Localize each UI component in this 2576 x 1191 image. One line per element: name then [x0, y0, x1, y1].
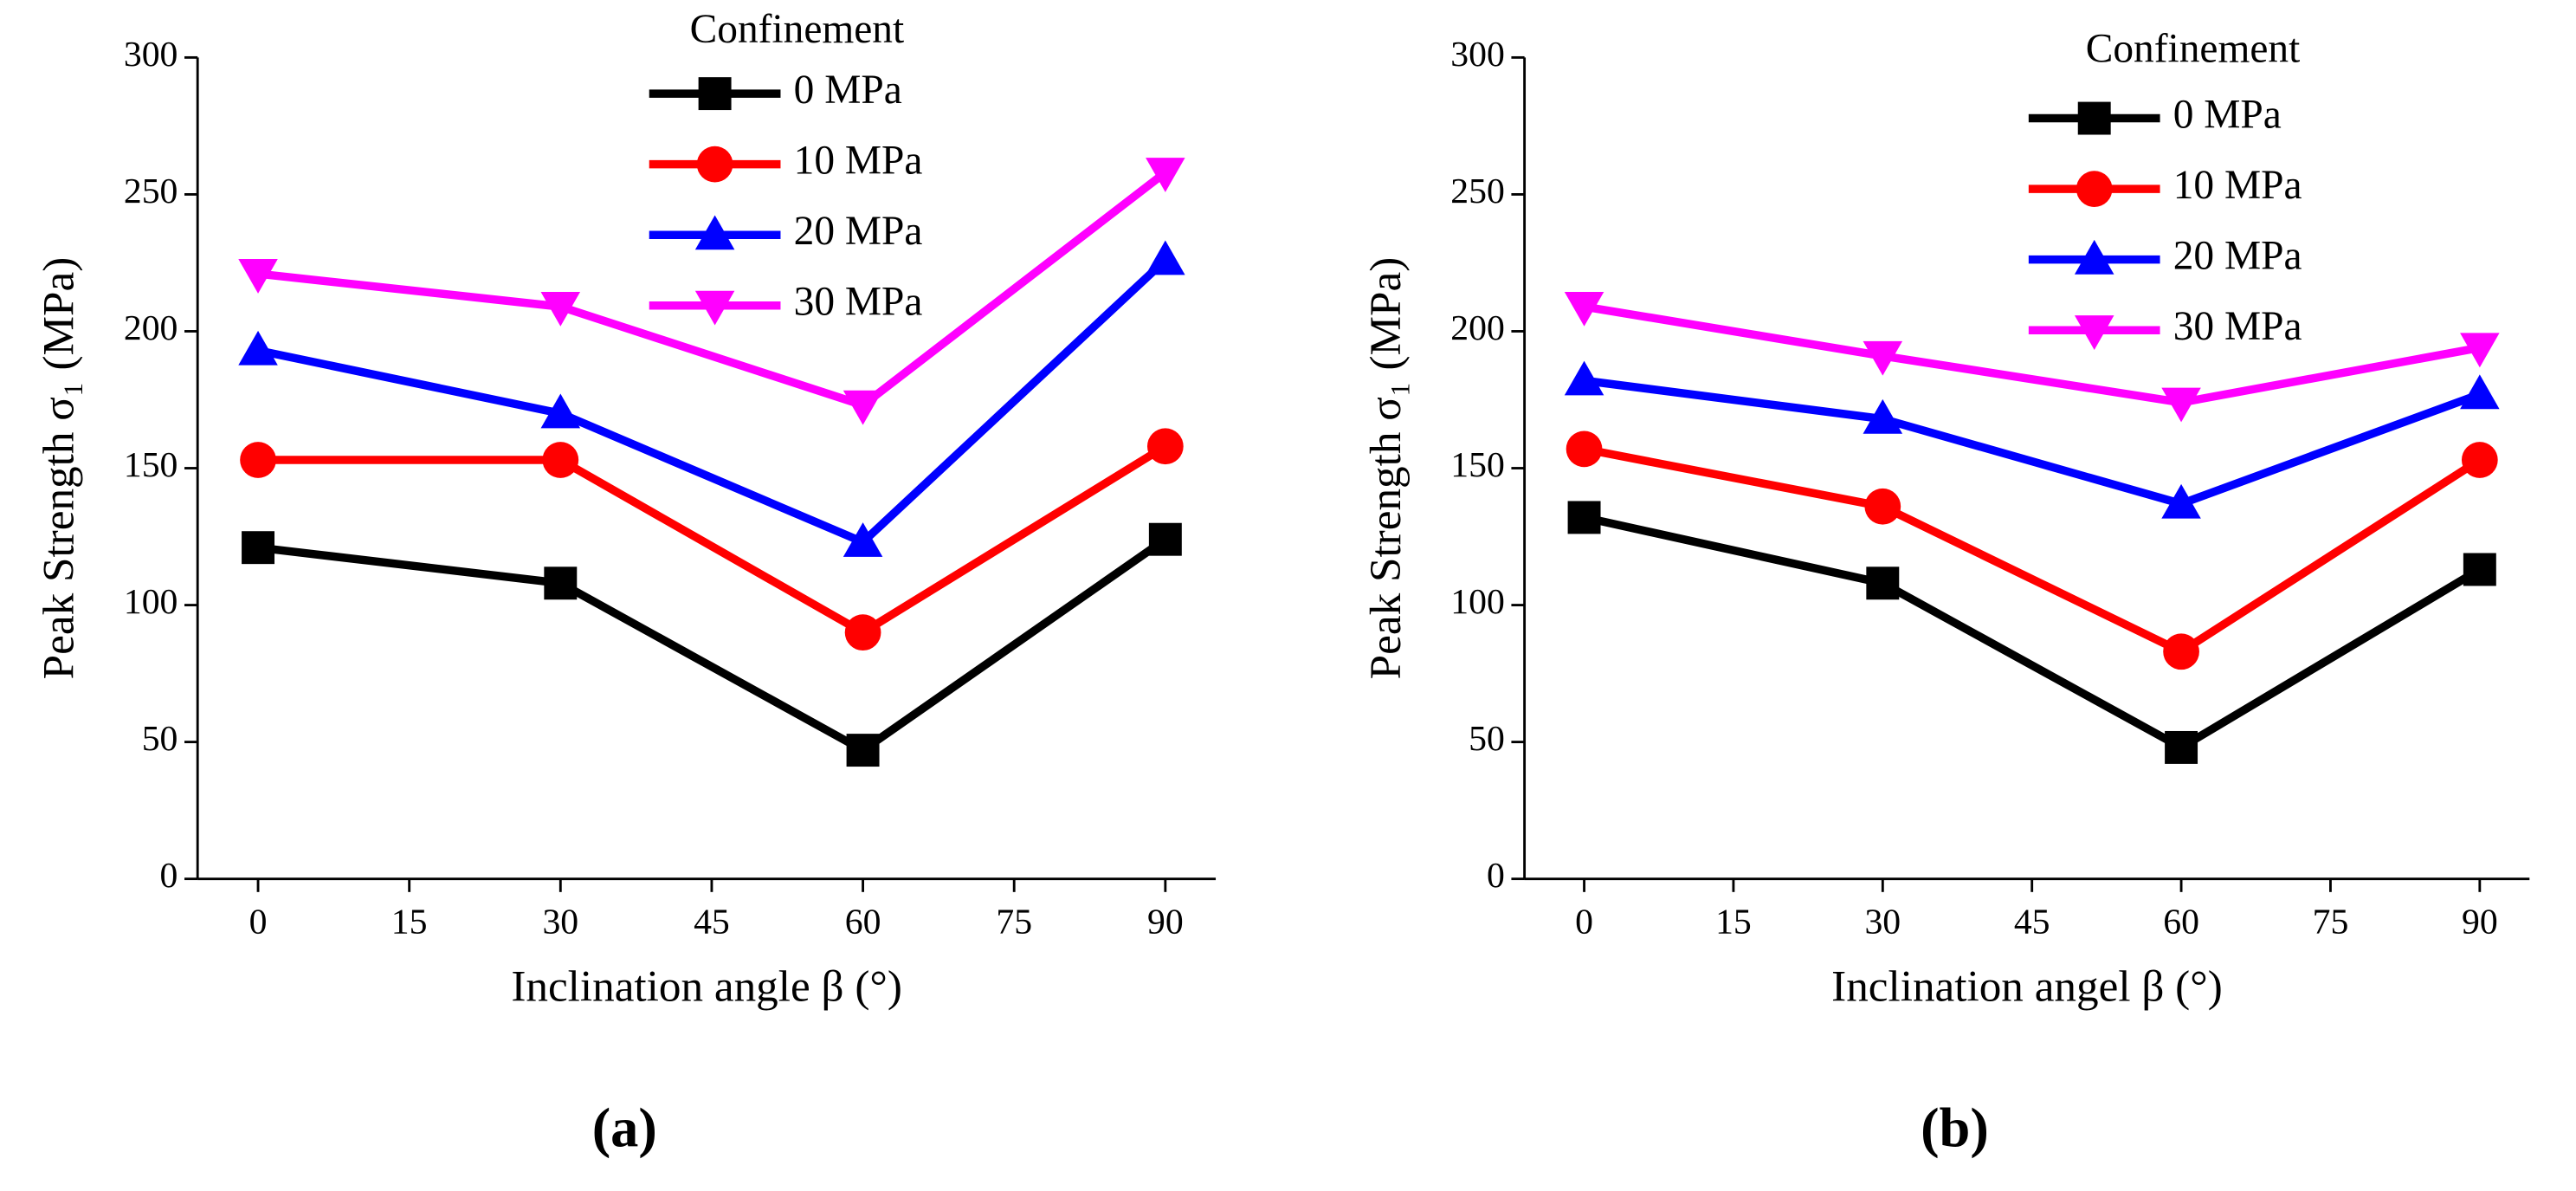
- legend-marker: [2076, 171, 2113, 207]
- data-point: [1864, 488, 1901, 525]
- legend-marker: [2077, 101, 2111, 135]
- y-tick-label: 300: [124, 35, 178, 74]
- data-point: [1866, 566, 1900, 600]
- y-axis-label: Peak Strength σ₁ (MPa): [1361, 257, 1411, 680]
- legend-label: 0 MPa: [794, 68, 902, 113]
- y-tick-label: 300: [1450, 35, 1505, 74]
- data-point: [1146, 240, 1185, 275]
- legend-label: 20 MPa: [794, 209, 923, 254]
- data-point: [843, 522, 883, 557]
- data-point: [540, 291, 581, 327]
- data-point: [846, 734, 880, 767]
- y-tick-label: 50: [1469, 719, 1505, 759]
- data-point: [1863, 398, 1903, 434]
- y-tick-label: 150: [1450, 445, 1505, 485]
- series-line: [1583, 302, 2481, 407]
- data-point: [1564, 291, 1604, 327]
- y-axis-label: Peak Strength σ₁ (MPa): [34, 257, 83, 680]
- legend-marker: [694, 290, 735, 326]
- data-point: [2460, 333, 2500, 368]
- legend-marker: [694, 215, 735, 250]
- data-point: [1567, 501, 1601, 534]
- panel-label: (b): [1921, 1097, 1989, 1158]
- y-tick-label: 250: [1450, 172, 1505, 211]
- data-point: [1146, 428, 1184, 465]
- data-point: [540, 393, 581, 429]
- data-point: [1863, 340, 1903, 376]
- x-tick-label: 60: [845, 902, 881, 942]
- legend-marker: [696, 146, 733, 183]
- legend-label: 30 MPa: [2173, 304, 2302, 349]
- y-tick-label: 200: [1450, 308, 1505, 348]
- data-point: [844, 614, 881, 651]
- y-tick-label: 200: [124, 308, 178, 348]
- x-tick-label: 15: [1715, 902, 1752, 942]
- data-point: [242, 531, 275, 565]
- y-tick-label: 100: [124, 582, 178, 622]
- legend-label: 10 MPa: [2173, 163, 2302, 208]
- y-tick-label: 50: [142, 719, 178, 759]
- data-point: [843, 390, 883, 425]
- series-line: [1583, 376, 2482, 508]
- data-point: [1564, 360, 1604, 396]
- data-point: [2161, 387, 2201, 423]
- legend-label: 20 MPa: [2173, 234, 2302, 279]
- x-tick-label: 30: [1864, 902, 1901, 942]
- data-point: [542, 442, 579, 478]
- legend-title: Confinement: [2086, 27, 2301, 72]
- series-line: [1583, 444, 2482, 657]
- y-tick-label: 250: [124, 172, 178, 211]
- data-point: [238, 330, 278, 366]
- data-point: [238, 259, 278, 294]
- legend-label: 10 MPa: [794, 139, 923, 184]
- x-tick-label: 90: [1147, 902, 1184, 942]
- data-point: [1146, 158, 1185, 192]
- x-axis-label: Inclination angle β (°): [511, 961, 902, 1011]
- y-tick-label: 100: [1450, 582, 1505, 622]
- legend-label: 30 MPa: [794, 280, 923, 325]
- series-line: [258, 443, 1168, 638]
- x-tick-label: 45: [694, 902, 730, 942]
- data-point: [2461, 442, 2498, 478]
- legend-marker: [2074, 315, 2114, 350]
- x-tick-label: 60: [2163, 902, 2199, 942]
- data-point: [1148, 522, 1182, 556]
- data-point: [2460, 374, 2500, 410]
- data-point: [1566, 430, 1603, 468]
- data-point: [2163, 633, 2199, 670]
- x-axis-label: Inclination angel β (°): [1831, 961, 2223, 1011]
- y-tick-label: 150: [124, 445, 178, 485]
- series-line: [257, 535, 1168, 755]
- x-tick-label: 75: [2313, 902, 2349, 942]
- data-point: [544, 566, 578, 600]
- data-point: [2161, 483, 2201, 519]
- data-point: [2165, 730, 2198, 764]
- panel-label: (a): [592, 1097, 657, 1158]
- x-tick-label: 0: [249, 902, 268, 942]
- x-tick-label: 90: [2462, 902, 2498, 942]
- data-point: [2463, 553, 2496, 586]
- x-tick-label: 15: [391, 902, 428, 942]
- x-tick-label: 0: [1575, 902, 1593, 942]
- series-line: [1583, 513, 2482, 753]
- x-tick-label: 45: [2014, 902, 2050, 942]
- x-tick-label: 30: [542, 902, 578, 942]
- series-line: [257, 256, 1169, 547]
- legend-label: 0 MPa: [2173, 92, 2282, 137]
- legend-title: Confinement: [690, 7, 905, 52]
- y-tick-label: 0: [1487, 856, 1505, 896]
- series-line: [257, 169, 1168, 411]
- data-point: [240, 442, 276, 478]
- y-tick-label: 0: [160, 856, 178, 896]
- x-tick-label: 75: [996, 902, 1032, 942]
- legend-marker: [2074, 239, 2114, 275]
- legend-marker: [698, 77, 732, 111]
